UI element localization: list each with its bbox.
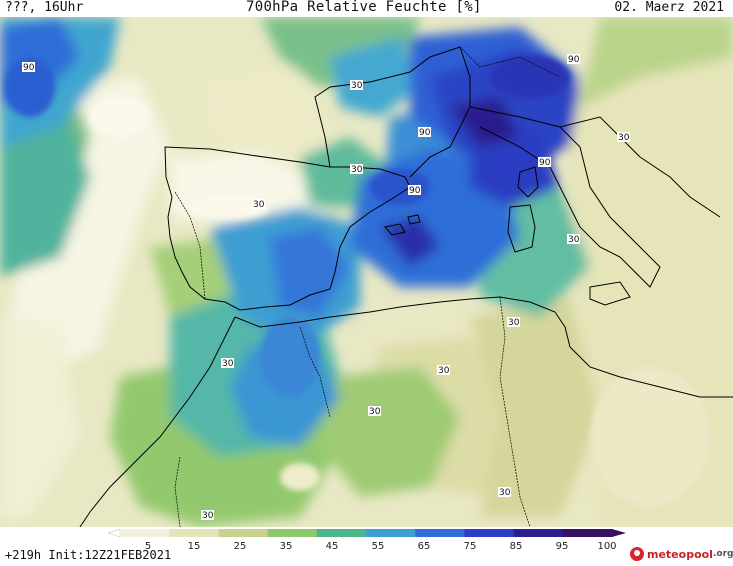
colorbar-segment	[415, 529, 465, 537]
contour-label: 90	[567, 54, 580, 65]
contour-label: 90	[408, 185, 421, 196]
contour-label: 30	[252, 199, 265, 210]
svg-text:90: 90	[419, 128, 431, 138]
contour-label: 30	[507, 317, 520, 328]
svg-text:30: 30	[351, 165, 363, 175]
valid-time-label: ???, 16Uhr	[5, 0, 84, 15]
svg-text:30: 30	[253, 200, 265, 210]
contour-labels: 90 30 90 90 90 30 30 30 90 30 30 30 30 3…	[22, 54, 630, 521]
colorbar-tick-label: 5	[144, 541, 152, 552]
colorbar-tick-label: 100	[597, 541, 617, 552]
logo-mark-icon	[630, 547, 644, 561]
init-time-label: +219h Init:12Z21FEB2021	[5, 548, 172, 562]
colorbar-tick-label: 45	[325, 541, 339, 552]
colorbar-segment	[316, 529, 367, 537]
contour-label: 30	[350, 80, 363, 91]
contour-label: 30	[201, 510, 214, 521]
humidity-fill-layers	[0, 17, 733, 527]
contour-label: 90	[538, 157, 551, 168]
svg-text:30: 30	[438, 366, 450, 376]
contour-label: 30	[221, 358, 234, 369]
contour-label: 30	[498, 487, 511, 498]
colorbar-tip-low	[107, 528, 121, 538]
colorbar-tick-label: 95	[555, 541, 569, 552]
svg-text:90: 90	[23, 63, 35, 73]
logo-name: meteopool	[647, 547, 713, 561]
svg-text:30: 30	[568, 235, 580, 245]
logo-tld: .org	[712, 549, 733, 559]
svg-text:30: 30	[508, 318, 520, 328]
humidity-map: 90 30 90 90 90 30 30 30 90 30 30 30 30 3…	[0, 17, 733, 527]
svg-text:30: 30	[369, 407, 381, 417]
contour-label: 30	[350, 164, 363, 175]
map-title: 700hPa Relative Feuchte [%]	[246, 0, 482, 15]
colorbar: 5 15 25 35 45 55 65 75 85 95 100	[0, 526, 733, 566]
contour-label: 30	[617, 132, 630, 143]
svg-text:30: 30	[202, 511, 214, 521]
coastlines	[79, 46, 733, 527]
contour-label: 30	[368, 406, 381, 417]
colorbar-segment	[267, 529, 318, 537]
colorbar-segment	[169, 529, 219, 537]
humidity-field-svg: 90 30 90 90 90 30 30 30 90 30 30 30 30 3…	[0, 17, 733, 527]
svg-text:30: 30	[222, 359, 234, 369]
valid-date-label: 02. Maerz 2021	[614, 0, 724, 15]
colorbar-tick-label: 65	[417, 541, 431, 552]
colorbar-segment	[464, 529, 515, 537]
contour-label: 30	[437, 365, 450, 376]
colorbar-tick-label: 25	[233, 541, 247, 552]
colorbar-segment	[366, 529, 416, 537]
contour-label: 90	[418, 127, 431, 138]
colorbar-ramp	[107, 528, 626, 538]
svg-text:90: 90	[409, 186, 421, 196]
contour-label: 90	[22, 62, 35, 73]
colorbar-tick-label: 75	[463, 541, 477, 552]
colorbar-tick-label: 35	[279, 541, 293, 552]
colorbar-segment	[562, 529, 613, 537]
svg-text:90: 90	[539, 158, 551, 168]
colorbar-segment	[218, 529, 269, 537]
contour-label: 30	[567, 234, 580, 245]
colorbar-segment	[120, 529, 170, 537]
svg-text:30: 30	[618, 133, 630, 143]
meteopool-logo[interactable]: meteopool .org	[630, 544, 733, 564]
colorbar-segment	[513, 529, 564, 537]
colorbar-tick-label: 15	[187, 541, 201, 552]
humidity-detail-layers	[5, 55, 710, 507]
svg-text:30: 30	[499, 488, 511, 498]
colorbar-tick-label: 85	[509, 541, 523, 552]
colorbar-tick-label: 55	[371, 541, 385, 552]
svg-text:90: 90	[568, 55, 580, 65]
svg-text:30: 30	[351, 81, 363, 91]
borders	[174, 46, 561, 527]
colorbar-tip-high	[612, 529, 626, 537]
